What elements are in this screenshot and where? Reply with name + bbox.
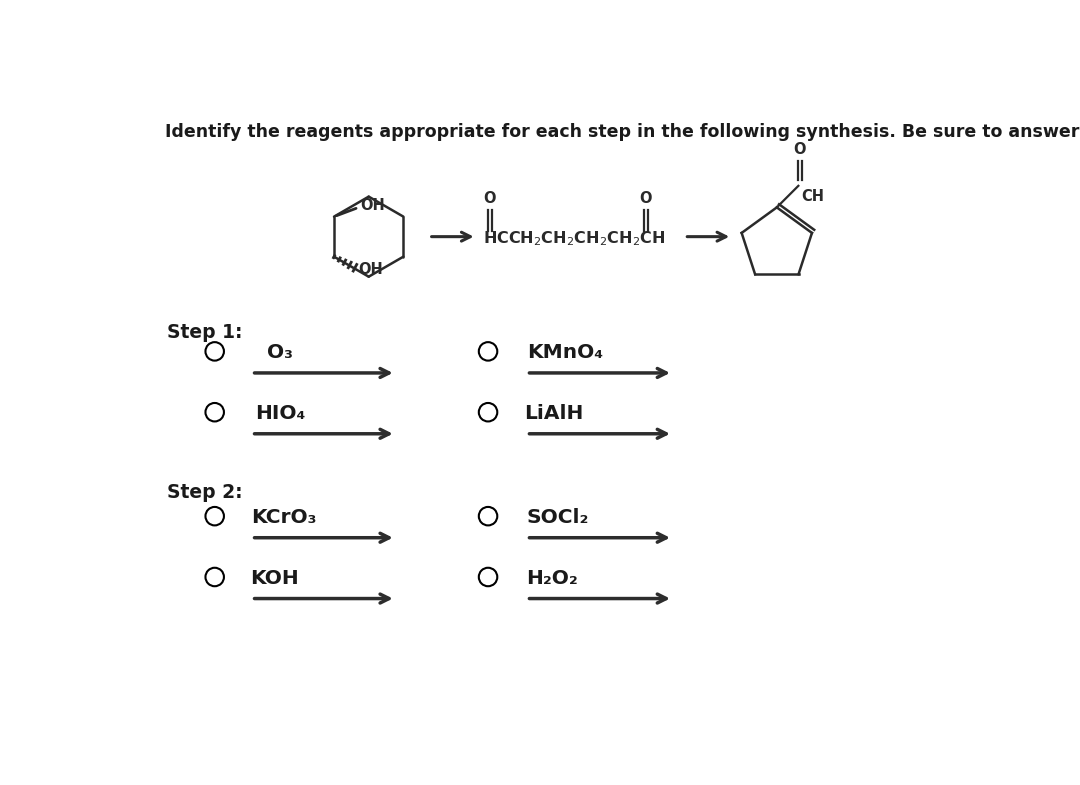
Text: HCCH$_2$CH$_2$CH$_2$CH$_2$CH: HCCH$_2$CH$_2$CH$_2$CH$_2$CH: [483, 229, 665, 248]
Text: O: O: [484, 191, 496, 206]
Text: KOH: KOH: [251, 569, 299, 588]
Text: HIO₄: HIO₄: [255, 404, 306, 423]
Text: KCrO₃: KCrO₃: [252, 508, 316, 528]
Text: SOCl₂: SOCl₂: [526, 508, 589, 528]
Text: CH: CH: [801, 189, 824, 204]
Text: Identify the reagents appropriate for each step in the following synthesis. Be s: Identify the reagents appropriate for ea…: [164, 123, 1080, 141]
Text: LiAlH: LiAlH: [524, 404, 583, 423]
Text: OH: OH: [361, 199, 384, 214]
Text: Step 2:: Step 2:: [167, 483, 243, 502]
Text: O₃: O₃: [267, 343, 293, 363]
Text: OH: OH: [359, 262, 382, 277]
Text: O: O: [639, 191, 652, 206]
Text: KMnO₄: KMnO₄: [527, 343, 603, 363]
Text: H₂O₂: H₂O₂: [526, 569, 578, 588]
Text: Step 1:: Step 1:: [167, 323, 242, 342]
Text: O: O: [794, 142, 806, 157]
